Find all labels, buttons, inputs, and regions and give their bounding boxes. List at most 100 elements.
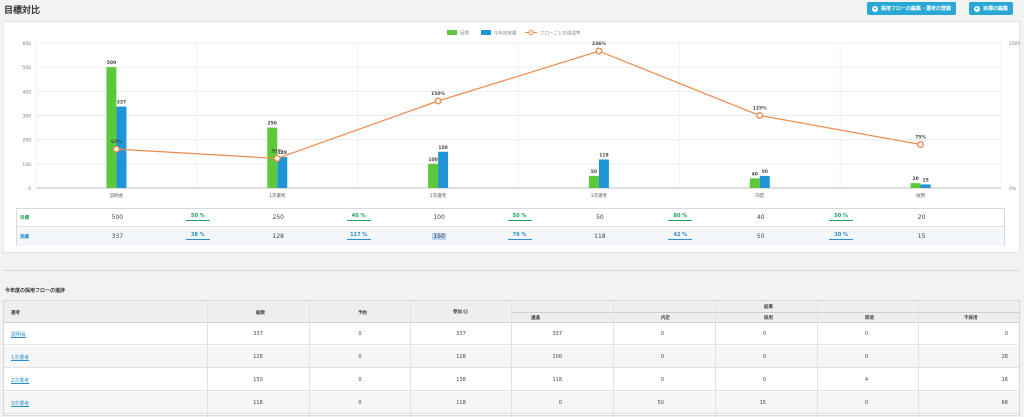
bar <box>759 175 770 188</box>
conversion-rate-link[interactable]: 42 % <box>668 232 693 240</box>
conversion-rate-link[interactable]: 50 % <box>185 213 210 221</box>
legend-marker <box>528 29 534 36</box>
actual-row-label: 実績 <box>20 235 29 240</box>
bar-value-label: 100 <box>428 157 437 163</box>
header-stage: 選考 <box>11 311 20 316</box>
table-value: 20 <box>917 214 926 221</box>
conversion-rate-link[interactable]: 80 % <box>668 213 693 221</box>
table-cell: 0 <box>864 400 868 406</box>
achievement-point <box>434 97 442 105</box>
table-cell: 0 <box>762 377 766 383</box>
table-cell: 50 <box>657 400 664 406</box>
y-tick-label: 200 <box>22 138 31 144</box>
header-offer: 内定 <box>661 316 670 321</box>
table-cell: 0 <box>864 331 868 337</box>
selected-value: 150 <box>432 233 446 240</box>
info-icon[interactable]: ? <box>463 309 468 314</box>
plus-icon: + <box>872 5 878 12</box>
stage-link[interactable]: 2次選考 <box>11 378 30 384</box>
y-tick-label: 500 <box>22 65 31 71</box>
table-cell: 337 <box>253 331 263 337</box>
legend-swatch <box>481 30 491 35</box>
actual-row: 実績 337 128 150 118 50 15 38 % 117 % 79 % 42 % 30 % <box>17 228 1004 246</box>
conversion-rate-link[interactable]: 40 % <box>346 213 371 221</box>
achievement-label: 125% <box>753 106 767 112</box>
target-row: 目標 500 250 100 50 40 20 50 % 40 % 50 % 80 % 50 % <box>17 209 1004 227</box>
table-value: 100 <box>433 214 445 221</box>
table-value: 15 <box>917 233 926 240</box>
y2-tick-label: 0% <box>1009 186 1017 192</box>
table-cell: 0 <box>358 354 362 360</box>
header-participated-label: 参加 <box>453 310 462 315</box>
bar-value-label: 50 <box>591 169 597 175</box>
plus-icon: + <box>974 5 980 12</box>
table-cell: 0 <box>358 400 362 406</box>
table-cell: 0 <box>762 354 766 360</box>
bar <box>428 163 439 188</box>
chart-grid: 0 100 200 300 400 500 600 250% 0% <box>22 41 1020 192</box>
legend-label: 目標 <box>460 30 469 37</box>
table-cell: 337 <box>552 331 562 337</box>
table-cell: 128 <box>456 354 466 360</box>
flow-section-title: 今年度の採用フローの進捗 <box>5 288 66 294</box>
bar <box>910 183 921 188</box>
legend-label: 今年度実績 <box>494 30 517 37</box>
table-cell: 0 <box>558 400 562 406</box>
target-row-label: 目標 <box>20 216 29 221</box>
achievement-label: 75% <box>915 135 926 141</box>
conversion-rate-link[interactable]: 30 % <box>829 232 854 240</box>
bar <box>277 157 288 188</box>
page-title: 目標対比 <box>4 6 41 16</box>
table-cell: 0 <box>358 377 362 383</box>
bar <box>749 178 760 188</box>
bar <box>116 106 127 188</box>
table-cell: 118 <box>253 400 263 406</box>
edit-flow-button[interactable]: + 採用フローの編集・選考の登録 <box>867 2 957 15</box>
column-divider <box>207 301 208 417</box>
y-tick-label: 0 <box>28 186 31 192</box>
section-divider <box>3 270 1020 271</box>
achievement-label: 150% <box>431 91 445 97</box>
legend-label: フローごとの達成率 <box>540 30 581 37</box>
x-tick-label: 1次選考 <box>269 192 286 199</box>
bar-value-label: 20 <box>912 176 918 182</box>
bar-value-label: 40 <box>752 171 758 177</box>
conversion-rate-link[interactable]: 38 % <box>185 232 210 240</box>
stage-link[interactable]: 説明会 <box>11 332 27 338</box>
header-declined: 辞退 <box>865 316 874 321</box>
conversion-rate-link[interactable]: 50 % <box>829 213 854 221</box>
achievement-line: 67% 51% 150% 236% 125% 75% <box>111 41 926 162</box>
header-pass: 通過 <box>531 316 540 321</box>
header-hired: 採用 <box>764 316 773 321</box>
achievement-point <box>756 112 764 119</box>
target-chart: 目標 今年度実績 フローごとの達成率 0 100 200 300 400 500 600 250%… <box>22 29 1020 200</box>
achievement-line-path <box>116 50 921 160</box>
header-rejected: 不採用 <box>964 316 978 321</box>
table-cell: 0 <box>762 331 766 337</box>
table-cell: 4 <box>864 377 868 383</box>
bar-value-label: 50 <box>762 169 768 175</box>
edit-target-button[interactable]: + 目標の編集 <box>969 2 1014 15</box>
table-value: 118 <box>594 233 606 240</box>
table-cell: 150 <box>253 377 263 383</box>
stage-link[interactable]: 3次選考 <box>11 401 30 407</box>
achievement-label: 236% <box>592 41 606 47</box>
conversion-rate-link[interactable]: 117 % <box>346 232 371 240</box>
achievement-label: 51% <box>272 148 283 154</box>
bar <box>106 67 117 188</box>
y-tick-label: 400 <box>22 89 31 95</box>
table-cell: 68 <box>1001 400 1008 406</box>
conversion-rate-link[interactable]: 79 % <box>507 232 532 240</box>
achievement-point <box>917 141 925 148</box>
column-divider <box>309 301 310 417</box>
bar-value-label: 118 <box>599 152 608 158</box>
conversion-rate-link[interactable]: 50 % <box>507 213 532 221</box>
table-value: 150 <box>419 233 459 240</box>
header-participated: 参加? <box>453 309 468 315</box>
stage-link[interactable]: 1次選考 <box>11 355 30 361</box>
table-cell: 0 <box>1004 331 1008 337</box>
bar <box>438 151 449 188</box>
bar <box>920 184 931 188</box>
table-cell: 15 <box>759 400 766 406</box>
header-applicants: 総数 <box>256 311 265 316</box>
